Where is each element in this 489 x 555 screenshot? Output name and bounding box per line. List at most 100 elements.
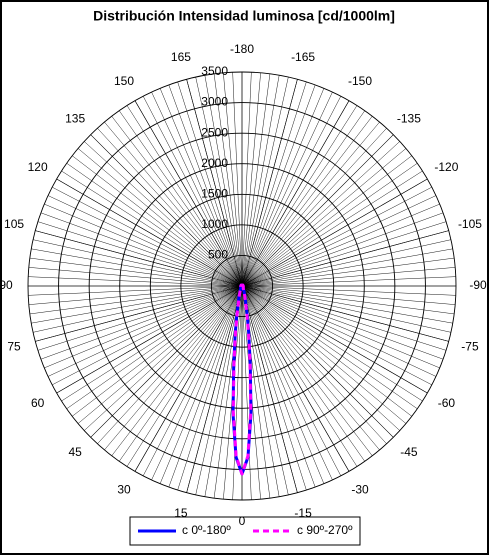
minor-spoke — [111, 285, 243, 456]
angle-tick-label: -30 — [351, 483, 369, 497]
minor-spoke — [241, 81, 307, 287]
angle-tick-label: -45 — [400, 445, 418, 459]
angle-tick-label: 15 — [174, 506, 188, 520]
minor-spoke — [241, 285, 358, 467]
r-tick-label: 2500 — [201, 125, 228, 139]
minor-spoke — [151, 285, 243, 481]
angle-tick-label: 135 — [65, 111, 85, 125]
r-tick-label: 2000 — [201, 156, 228, 170]
minor-spoke — [66, 285, 243, 409]
minor-spoke — [241, 285, 423, 402]
spoke — [35, 285, 243, 342]
minor-spoke — [72, 285, 243, 417]
minor-spoke — [195, 285, 243, 495]
spoke — [241, 100, 350, 287]
minor-spoke — [119, 285, 243, 462]
minor-spoke — [241, 285, 456, 296]
spoke — [56, 285, 243, 394]
minor-spoke — [241, 72, 252, 287]
minor-spoke — [223, 72, 243, 287]
minor-spoke — [241, 121, 380, 287]
minor-spoke — [61, 285, 243, 402]
angle-tick-label: 0 — [239, 514, 246, 528]
minor-spoke — [40, 285, 243, 360]
minor-spoke — [28, 285, 243, 305]
polar-grid — [27, 71, 457, 501]
spoke — [241, 285, 298, 493]
minor-spoke — [241, 285, 437, 377]
angle-tick-label: -60 — [438, 396, 456, 410]
spoke — [35, 230, 243, 287]
minor-spoke — [111, 116, 243, 287]
angle-tick-label: -135 — [397, 111, 421, 125]
minor-spoke — [33, 239, 243, 287]
minor-spoke — [37, 221, 243, 287]
minor-spoke — [66, 163, 243, 287]
spoke — [134, 285, 243, 472]
minor-spoke — [241, 88, 325, 287]
minor-spoke — [52, 285, 243, 386]
minor-spoke — [29, 285, 243, 315]
minor-spoke — [77, 285, 243, 424]
minor-spoke — [241, 77, 289, 287]
minor-spoke — [241, 285, 316, 488]
spoke — [241, 285, 428, 394]
minor-spoke — [29, 257, 243, 287]
minor-spoke — [241, 285, 455, 315]
minor-spoke — [195, 77, 243, 287]
angle-tick-label: -165 — [291, 50, 315, 64]
spoke — [90, 285, 243, 438]
spoke — [241, 230, 449, 287]
legend-label: c 0º-180º — [182, 523, 231, 537]
minor-spoke — [241, 285, 325, 484]
minor-spoke — [241, 91, 333, 287]
minor-spoke — [241, 285, 307, 491]
spoke — [186, 285, 243, 493]
minor-spoke — [241, 285, 440, 369]
minor-spoke — [241, 148, 407, 287]
spoke — [241, 178, 428, 287]
minor-spoke — [241, 110, 365, 287]
minor-spoke — [97, 285, 243, 444]
angle-tick-label: -15 — [294, 506, 312, 520]
plot — [231, 283, 253, 476]
minor-spoke — [84, 141, 243, 287]
minor-spoke — [28, 285, 243, 296]
minor-spoke — [241, 285, 289, 495]
angle-tick-label: -75 — [461, 339, 479, 353]
angle-tick-label: -120 — [434, 160, 458, 174]
minor-spoke — [241, 163, 418, 287]
minor-spoke — [119, 110, 243, 287]
minor-spoke — [241, 285, 407, 424]
minor-spoke — [31, 285, 243, 324]
minor-spoke — [33, 285, 243, 333]
minor-spoke — [241, 248, 453, 287]
angle-tick-label: 45 — [68, 445, 82, 459]
minor-spoke — [241, 285, 456, 305]
minor-spoke — [47, 285, 243, 377]
angle-tick-label: 120 — [28, 160, 48, 174]
r-tick-label: 1500 — [201, 186, 228, 200]
minor-spoke — [44, 285, 243, 369]
spoke — [241, 285, 350, 472]
minor-spoke — [213, 73, 243, 287]
minor-spoke — [177, 81, 243, 287]
angle-tick-label: 60 — [31, 396, 45, 410]
angle-tick-label: -180 — [230, 42, 254, 56]
minor-spoke — [241, 285, 453, 324]
minor-spoke — [241, 285, 432, 386]
minor-spoke — [241, 105, 358, 287]
minor-spoke — [168, 84, 243, 287]
angle-tick-label: 105 — [4, 217, 24, 231]
minor-spoke — [241, 285, 252, 500]
minor-spoke — [241, 285, 412, 417]
minor-spoke — [84, 285, 243, 431]
angle-tick-label: 165 — [171, 50, 191, 64]
minor-spoke — [241, 285, 418, 409]
minor-spoke — [241, 128, 387, 287]
minor-spoke — [61, 170, 243, 287]
minor-spoke — [241, 285, 373, 456]
angle-tick-label: -90 — [469, 278, 487, 292]
angle-tick-label: 150 — [114, 74, 134, 88]
